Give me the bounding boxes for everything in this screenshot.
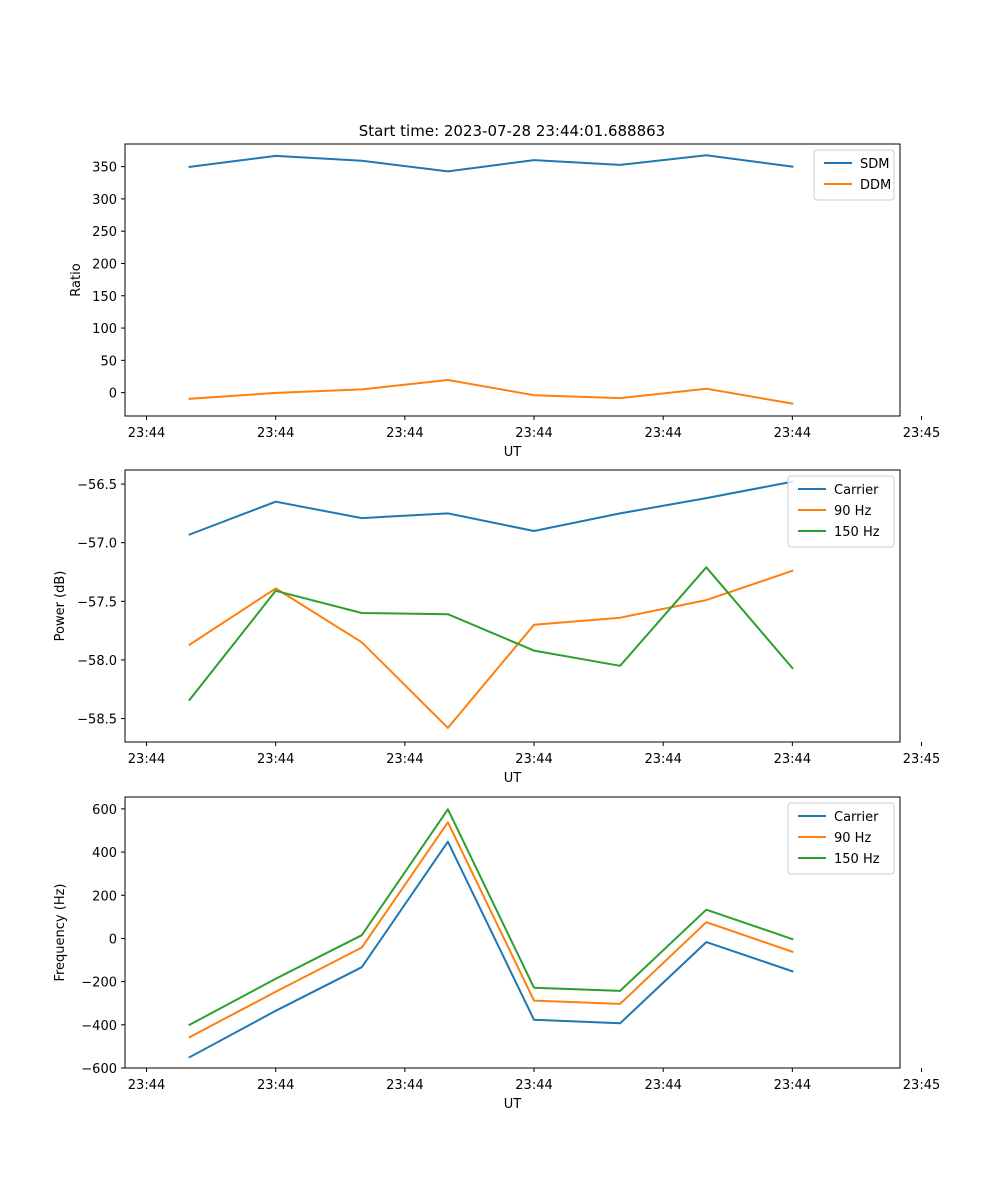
y-tick-label: 350 [92, 161, 117, 176]
legend-entry-label: Carrier [834, 483, 879, 498]
legend-entry-label: Carrier [834, 810, 879, 825]
legend-entry-label: 90 Hz [834, 831, 871, 846]
y-tick-label: 600 [92, 803, 117, 818]
chart-panel-2: −58.5 −58.0 −57.5 −57.0 −56.5 23:44 23:44 23:44… [53, 469, 940, 786]
y-tick-label: −57.0 [77, 537, 117, 552]
legend-entry-label: 150 Hz [834, 852, 880, 867]
x-tick-label: 23:45 [903, 1078, 940, 1093]
axes-frame [124, 469, 901, 743]
y-tick-label: 50 [100, 354, 117, 369]
x-tick-label: 23:44 [386, 1078, 423, 1093]
axes-frame [124, 796, 901, 1069]
y-tick-label: −200 [81, 976, 117, 991]
x-axis-label: UT [504, 771, 522, 786]
series-line-ddm [188, 379, 794, 405]
x-axis-label: UT [504, 445, 522, 460]
series-line-sdm [188, 154, 794, 173]
legend-entry-label: DDM [860, 178, 891, 193]
y-tick-label: 250 [92, 225, 117, 240]
figure-title: Start time: 2023-07-28 23:44:01.688863 [359, 122, 665, 140]
y-axis-label: Frequency (Hz) [53, 883, 68, 981]
y-tick-label: −600 [81, 1062, 117, 1077]
x-tick-label: 23:44 [644, 1078, 681, 1093]
x-tick-label: 23:44 [515, 426, 552, 441]
y-tick-label: −56.5 [77, 478, 117, 493]
chart-panel-1: 0 50 100 150 200 250 300 350 23:44 23:44 23:44 23:4… [69, 143, 940, 460]
y-tick-label: −58.0 [77, 654, 117, 669]
y-tick-label: 400 [92, 846, 117, 861]
x-tick-label: 23:44 [515, 1078, 552, 1093]
x-tick-label: 23:44 [774, 752, 811, 767]
x-tick-label: 23:45 [903, 426, 940, 441]
x-tick-label: 23:44 [515, 752, 552, 767]
y-axis-label: Power (dB) [53, 571, 68, 642]
legend-box [787, 802, 895, 875]
y-tick-label: 200 [92, 257, 117, 272]
legend-entry-label: 90 Hz [834, 504, 871, 519]
y-tick-label: −57.5 [77, 595, 117, 610]
legend: Carrier 90 Hz 150 Hz [787, 802, 895, 875]
series-line-150-hz [188, 566, 794, 702]
axes-frame [124, 143, 901, 417]
y-axis-label: Ratio [69, 263, 84, 296]
x-tick-label: 23:44 [386, 752, 423, 767]
x-tick-label: 23:44 [774, 426, 811, 441]
y-tick-label: 150 [92, 290, 117, 305]
series-line-carrier [188, 840, 794, 1059]
series-line-carrier [188, 480, 794, 536]
x-tick-label: 23:44 [257, 426, 294, 441]
legend: Carrier 90 Hz 150 Hz [787, 475, 895, 548]
x-tick-label: 23:44 [128, 426, 165, 441]
x-axis-label: UT [504, 1097, 522, 1112]
series-line-90-hz [188, 569, 794, 729]
legend-box [787, 475, 895, 548]
chart-panel-3: −600 −400 −200 0 200 400 600 23:44 23:44 23:44 23:… [53, 796, 940, 1112]
x-tick-label: 23:44 [644, 426, 681, 441]
y-tick-label: 200 [92, 889, 117, 904]
y-tick-label: −58.5 [77, 713, 117, 728]
y-tick-label: 0 [109, 932, 117, 947]
x-tick-label: 23:44 [644, 752, 681, 767]
legend: SDM DDM [813, 149, 895, 201]
series-line-150-hz [188, 808, 794, 1027]
y-tick-label: 300 [92, 193, 117, 208]
y-tick-label: −400 [81, 1019, 117, 1034]
x-tick-label: 23:44 [257, 752, 294, 767]
x-tick-label: 23:44 [128, 1078, 165, 1093]
x-tick-label: 23:44 [774, 1078, 811, 1093]
y-tick-label: 100 [92, 322, 117, 337]
x-tick-label: 23:44 [386, 426, 423, 441]
y-tick-label: 0 [109, 387, 117, 402]
series-line-90-hz [188, 821, 794, 1039]
legend-entry-label: 150 Hz [834, 525, 880, 540]
x-tick-label: 23:45 [903, 752, 940, 767]
legend-entry-label: SDM [860, 157, 889, 172]
x-tick-label: 23:44 [257, 1078, 294, 1093]
x-tick-label: 23:44 [128, 752, 165, 767]
